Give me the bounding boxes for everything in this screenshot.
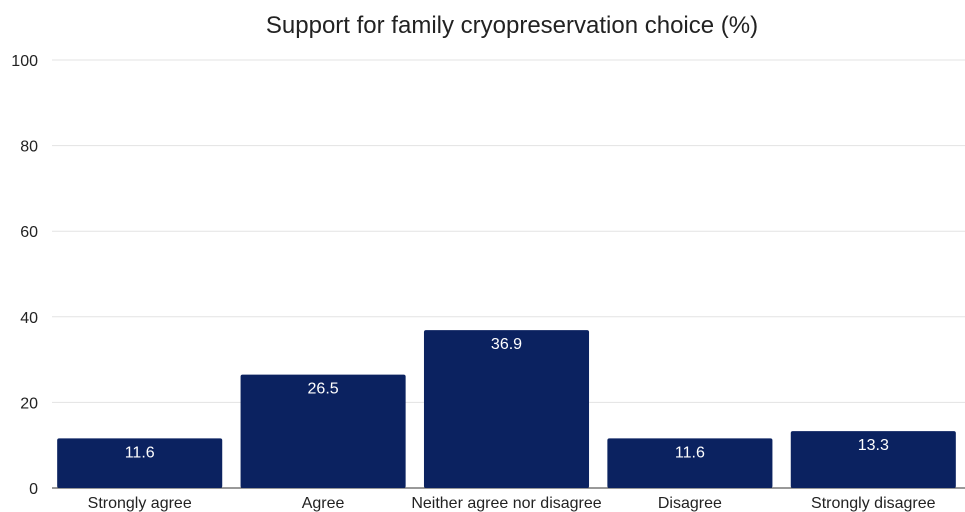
y-tick-label: 80 [20,139,38,156]
data-labels: 11.6 26.5 36.9 11.6 13.3 [125,336,889,461]
bar-5 [790,431,956,488]
data-label: 11.6 [675,444,705,461]
bar-4 [607,438,773,488]
bar-2 [240,374,406,488]
x-category-label: Strongly disagree [811,495,936,512]
data-label: 36.9 [491,336,522,353]
y-tick-label: 20 [20,395,38,412]
y-axis-ticks: 0 20 40 60 80 100 [11,53,38,498]
y-tick-label: 0 [29,481,38,498]
x-category-label: Neither agree nor disagree [411,495,601,512]
data-label: 26.5 [308,381,339,398]
x-category-label: Agree [302,495,345,512]
y-tick-label: 40 [20,310,38,327]
y-tick-label: 100 [11,53,38,70]
data-label: 13.3 [858,437,889,454]
chart-title: Support for family cryopreservation choi… [266,12,758,39]
data-label: 11.6 [125,444,155,461]
x-category-label: Disagree [658,495,722,512]
x-category-label: Strongly agree [88,495,192,512]
bar-1 [57,438,223,488]
y-tick-label: 60 [20,224,38,241]
bars [57,330,956,488]
x-axis-categories: Strongly agree Agree Neither agree nor dis… [88,495,936,512]
bar-3 [423,330,590,488]
